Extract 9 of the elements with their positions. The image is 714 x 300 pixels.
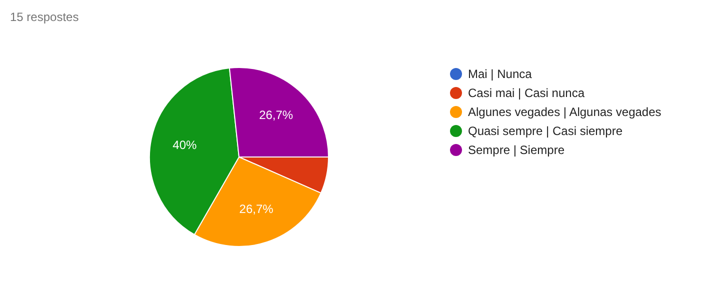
legend-label: Casi mai | Casi nunca [468,86,584,100]
legend-label: Sempre | Siempre [468,142,564,156]
legend-label: Quasi sempre | Casi siempre [468,124,622,138]
legend-label: Algunes vegades | Algunas vegades [468,104,662,118]
text: 15 respostes [10,10,79,24]
data-label: 26,7% [259,108,294,122]
legend-label: Mai | Nunca [468,66,532,80]
data-label: 40% [172,138,198,152]
data-label: 26,7% [239,202,274,216]
